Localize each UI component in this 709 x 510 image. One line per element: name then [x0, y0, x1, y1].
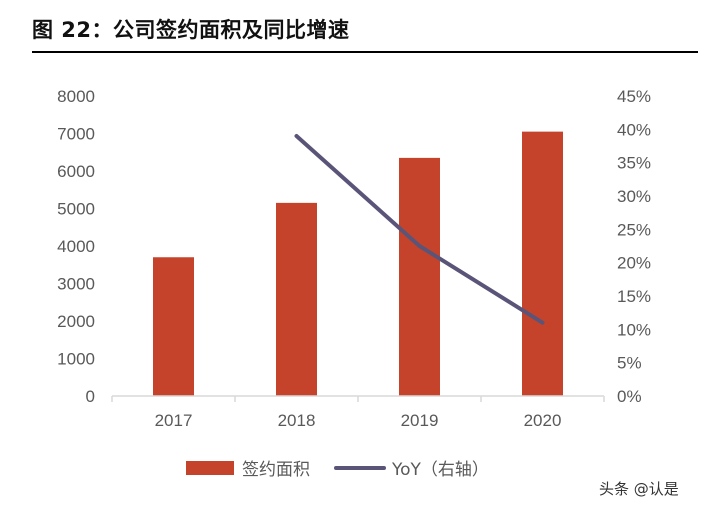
- y-left-tick-label: 0: [86, 387, 95, 406]
- legend-line-label: YoY（右轴）: [392, 460, 489, 480]
- y-right-tick-label: 45%: [617, 87, 651, 106]
- legend-bar-label: 签约面积: [242, 460, 310, 480]
- y-right-tick-label: 35%: [617, 154, 651, 173]
- y-right-tick-label: 15%: [617, 287, 651, 306]
- y-right-tick-label: 30%: [617, 187, 651, 206]
- x-tick-label: 2020: [524, 411, 562, 430]
- y-left-tick-label: 1000: [57, 350, 95, 369]
- bar: [153, 257, 194, 396]
- x-tick-label: 2017: [155, 411, 193, 430]
- figure-title: 图 22：公司签约面积及同比增速: [32, 18, 350, 42]
- y-right-tick-label: 10%: [617, 320, 651, 339]
- yoy-line: [294, 134, 545, 325]
- y-left-tick-label: 5000: [57, 200, 95, 219]
- title-divider: [32, 51, 698, 53]
- y-right-tick-label: 40%: [617, 120, 651, 139]
- bar: [522, 131, 563, 396]
- legend-bar-swatch: [186, 460, 234, 475]
- bar: [399, 157, 440, 396]
- y-left-tick-label: 4000: [57, 237, 95, 256]
- y-right-tick-label: 20%: [617, 254, 651, 273]
- y-right-tick-label: 25%: [617, 220, 651, 239]
- y-left-tick-label: 8000: [57, 87, 95, 106]
- y-left-tick-label: 2000: [57, 312, 95, 331]
- y-left-tick-label: 6000: [57, 162, 95, 181]
- y-right-tick-label: 0%: [617, 387, 642, 406]
- bar-line-combo-chart: 0 1000 2000 3000 4000 5000 6000 7000 8000 0% 5% 10%…: [57, 87, 651, 430]
- y-right-tick-label: 5%: [617, 354, 642, 373]
- legend-line-swatch: [334, 465, 386, 470]
- legend-item-bar: 签约面积: [186, 455, 310, 480]
- watermark-text: 头条 @认是: [599, 480, 679, 498]
- x-tick-label: 2019: [401, 411, 439, 430]
- y-left-tick-label: 3000: [57, 275, 95, 294]
- legend-item-line: YoY（右轴）: [310, 455, 489, 480]
- x-tick-label: 2018: [278, 411, 316, 430]
- bar: [276, 202, 317, 396]
- chart-legend: 签约面积 YoY（右轴）: [186, 455, 489, 480]
- y-left-tick-label: 7000: [57, 125, 95, 144]
